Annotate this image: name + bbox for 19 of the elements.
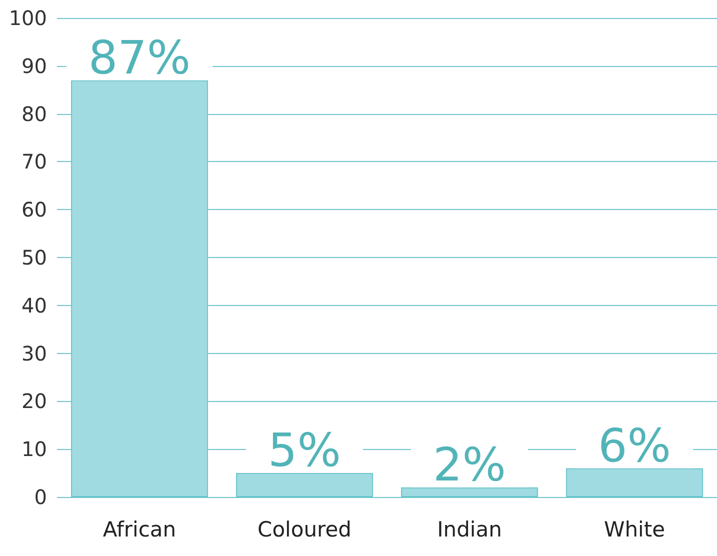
y-tick-label: 0 [34,485,47,509]
y-tick-label: 30 [22,341,47,366]
x-tick-label: Indian [437,518,502,542]
y-tick-label: 20 [22,389,47,414]
y-tick-label: 60 [22,198,47,222]
data-label: 5% [268,423,341,478]
data-label: 6% [598,418,671,472]
x-tick-label: White [604,518,666,542]
y-tick-label: 50 [22,246,47,270]
y-tick-label: 80 [22,102,47,126]
x-tick-label: Coloured [258,518,352,542]
y-tick-label: 100 [8,6,47,30]
y-tick-label: 70 [22,150,47,174]
x-tick-label: African [102,518,176,542]
y-tick-label: 10 [22,437,47,462]
y-tick-label: 40 [22,293,47,318]
y-tick-label: 90 [22,54,47,78]
data-label: 87% [88,30,191,84]
data-label: 2% [433,437,506,492]
